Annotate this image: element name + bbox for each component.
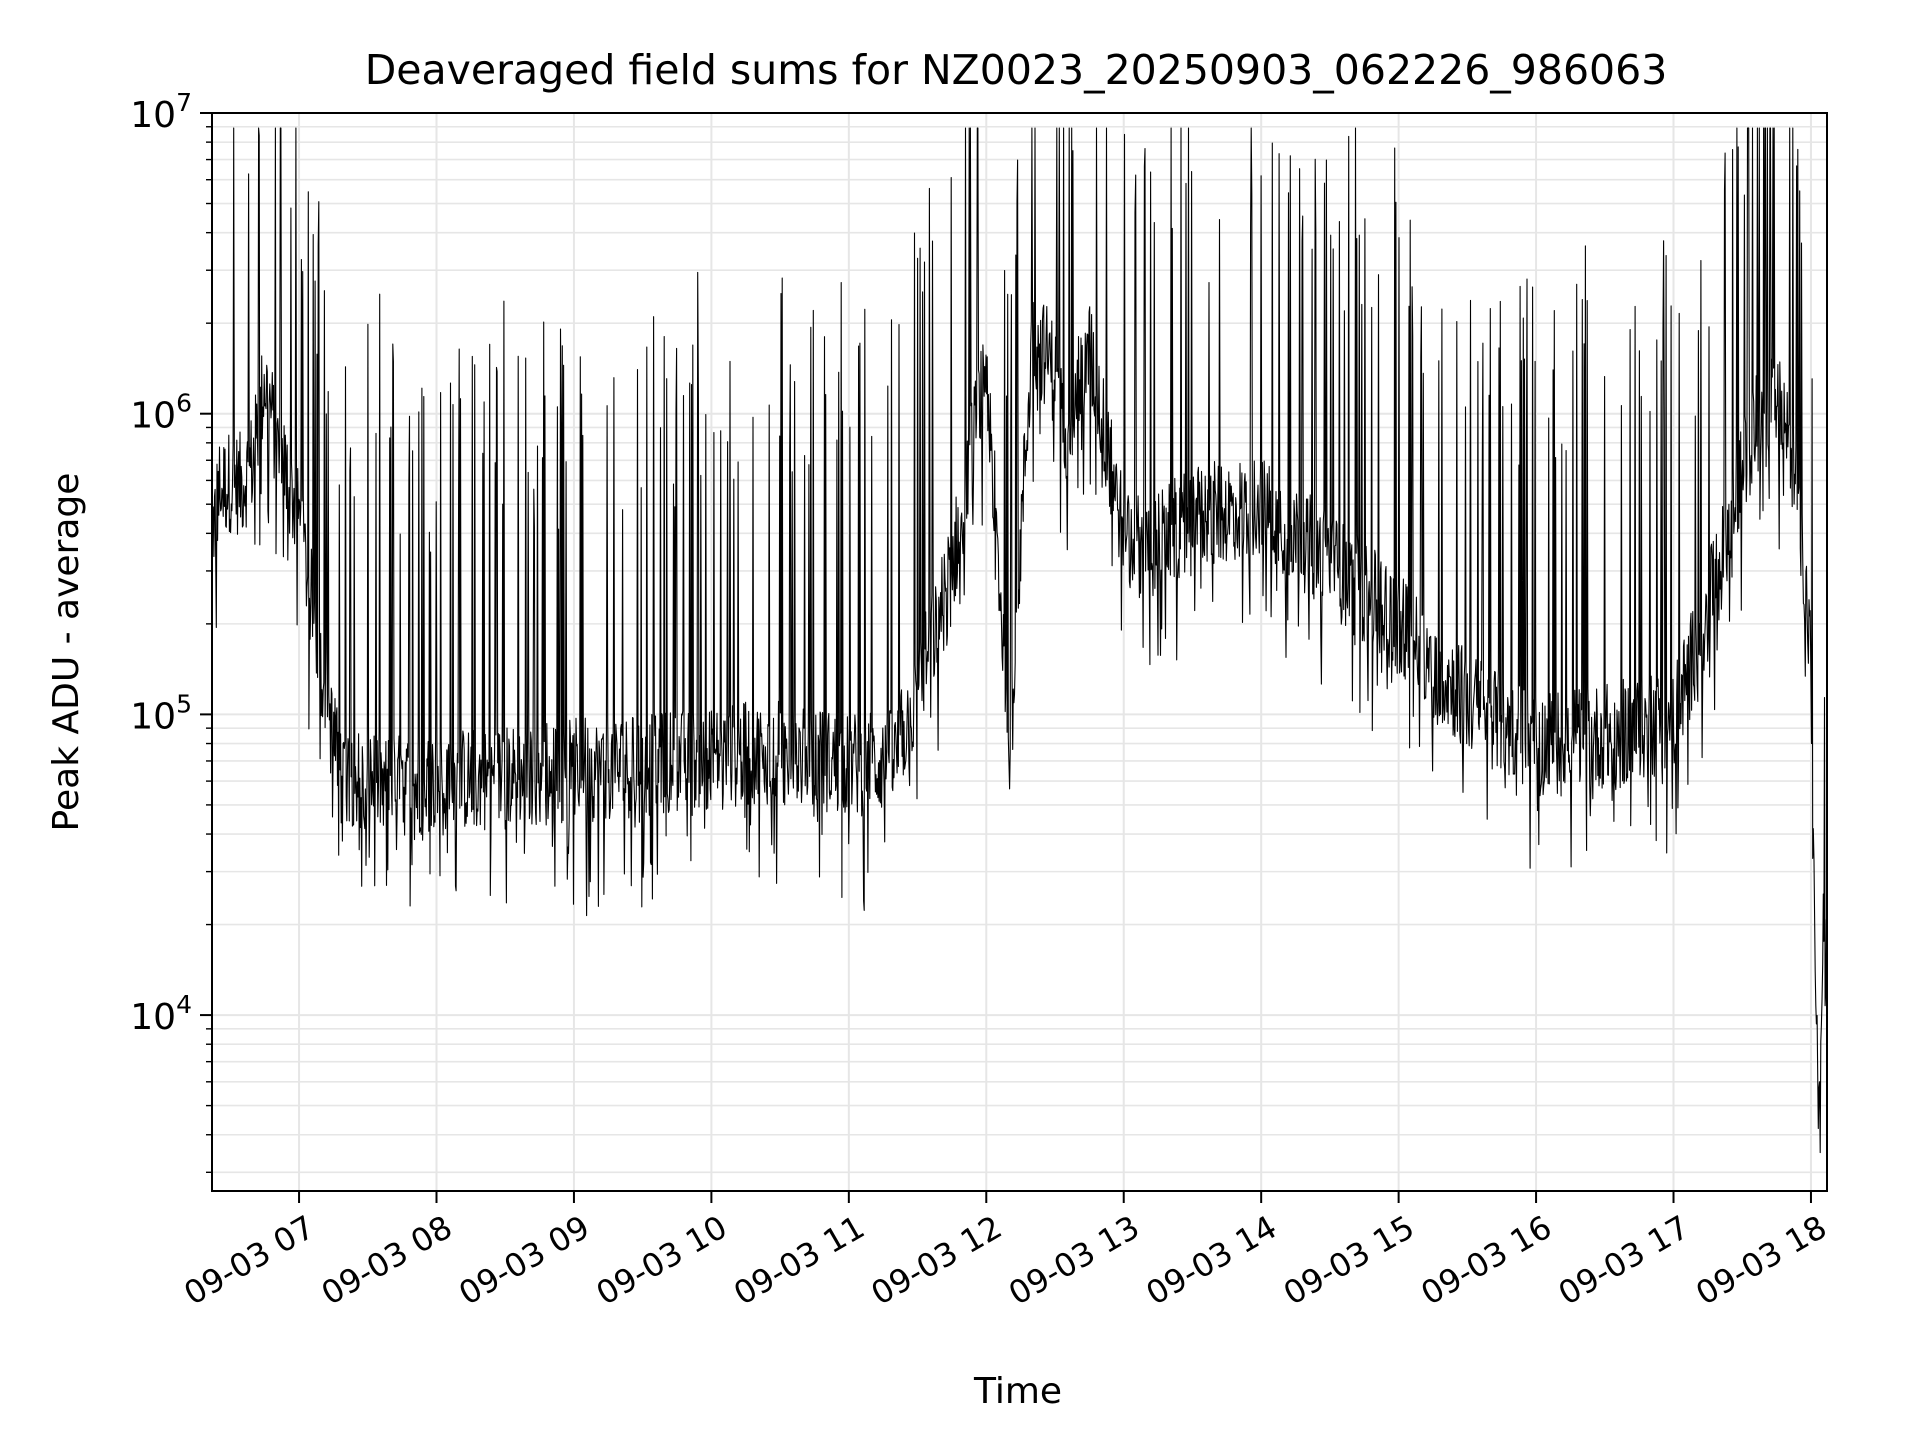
y-axis-label: Peak ADU - average [46,473,87,832]
y-axis: 104 105 106 107 [130,88,212,1174]
chart-title: Deaveraged field sums for NZ0023_2025090… [365,46,1668,94]
plot-frame [211,112,1828,1192]
y-tick-label: 106 [130,389,192,437]
x-axis-label: Time [973,1371,1062,1412]
series-line [211,127,1828,1154]
y-tick-label: 104 [130,990,192,1038]
y-tick-label: 107 [130,88,192,136]
y-tick-label: 105 [130,689,192,737]
series-layer [211,127,1828,1154]
